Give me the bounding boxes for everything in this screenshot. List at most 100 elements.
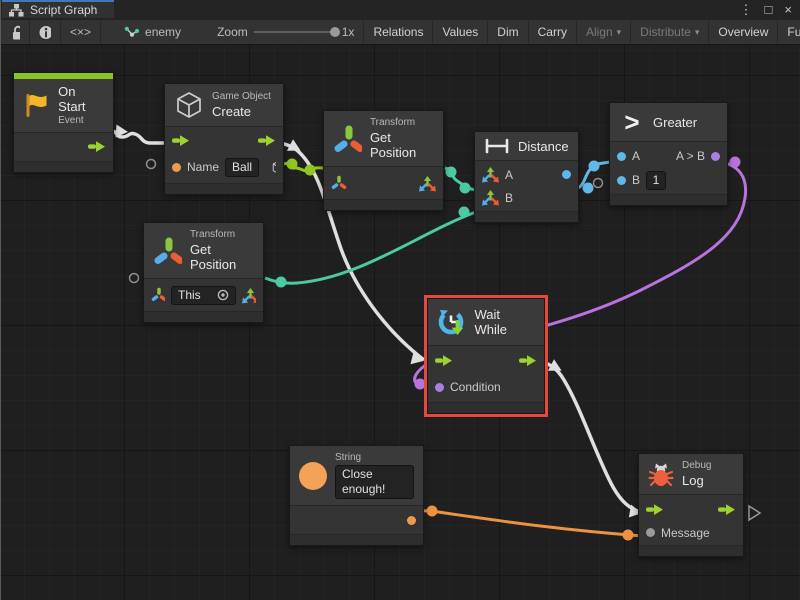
values-label: Values xyxy=(442,25,479,39)
name-input-port[interactable] xyxy=(172,162,181,172)
vector3-output-port[interactable] xyxy=(242,287,256,304)
output-label: A > B xyxy=(675,149,705,163)
code-preview-button[interactable]: <×> xyxy=(61,20,102,44)
graph-toolbar: <×> enemy Zoom 1x Relations Values Dim C… xyxy=(1,20,800,45)
zoom-control: Zoom 1x xyxy=(208,20,363,44)
zoom-label: Zoom xyxy=(217,25,248,39)
input-b-label: B xyxy=(505,190,514,205)
window-close-button[interactable]: × xyxy=(784,2,792,17)
exec-input-port[interactable] xyxy=(435,355,453,367)
exec-input-port[interactable] xyxy=(172,135,190,147)
vector3-input-port-a[interactable] xyxy=(482,166,499,183)
flag-icon xyxy=(26,94,47,117)
node-debug-log[interactable]: Debug Log Message xyxy=(638,453,744,557)
transform-input-port[interactable] xyxy=(151,287,165,303)
transform-target-field[interactable]: This xyxy=(170,285,236,305)
bug-icon xyxy=(648,461,674,487)
object-picker-icon[interactable] xyxy=(217,289,229,301)
message-label: Message xyxy=(661,525,710,540)
chevron-down-icon: ▾ xyxy=(616,26,622,37)
exec-output-port[interactable] xyxy=(519,355,537,367)
dim-label: Dim xyxy=(497,25,519,39)
carry-label: Carry xyxy=(537,25,567,39)
overview-label: Overview xyxy=(718,25,769,39)
inspect-button[interactable] xyxy=(30,20,61,44)
game-object-icon xyxy=(177,92,201,118)
greater-input-b-port[interactable] xyxy=(617,175,626,185)
chevron-down-icon: ▾ xyxy=(694,26,700,37)
overview-button[interactable]: Overview xyxy=(709,20,779,44)
name-port-label: Name xyxy=(187,160,220,174)
distribute-button[interactable]: Distribute ▾ xyxy=(631,20,710,44)
node-title: Greater xyxy=(653,114,698,130)
condition-label: Condition xyxy=(450,380,501,394)
event-accent-bar xyxy=(14,73,113,79)
input-b-label: B xyxy=(632,173,641,187)
tab-title: Script Graph xyxy=(30,3,98,17)
align-label: Align xyxy=(585,25,613,39)
node-title: Get Position xyxy=(189,242,237,272)
window-maximize-button[interactable]: □ xyxy=(764,2,773,17)
macro-reference[interactable]: enemy xyxy=(115,20,190,44)
values-button[interactable]: Values xyxy=(433,20,489,44)
info-icon xyxy=(39,25,51,39)
node-get-position-top[interactable]: Transform Get Position xyxy=(323,110,444,211)
node-on-start[interactable]: On Start Event xyxy=(13,72,114,173)
greater-output-port[interactable] xyxy=(711,151,720,161)
string-value-field[interactable]: Close enough! xyxy=(335,465,414,499)
game-object-output-port[interactable] xyxy=(271,159,276,176)
node-get-position-left[interactable]: Transform Get Position This xyxy=(143,222,264,323)
zoom-slider[interactable] xyxy=(253,27,340,37)
exec-input-port[interactable] xyxy=(646,503,664,516)
exec-output-port[interactable] xyxy=(718,503,736,516)
dim-button[interactable]: Dim xyxy=(488,20,529,44)
node-distance[interactable]: Distance A B xyxy=(474,131,579,223)
input-a-label: A xyxy=(632,149,641,163)
graph-hierarchy-icon xyxy=(9,3,24,17)
greater-input-a-port[interactable] xyxy=(617,151,626,161)
string-icon xyxy=(299,461,327,490)
node-title: Distance xyxy=(518,138,569,154)
transform-icon xyxy=(333,124,362,153)
macro-name: enemy xyxy=(145,25,182,39)
node-create[interactable]: Game Object Create Name Ball xyxy=(164,83,284,195)
input-a-label: A xyxy=(505,167,514,182)
exec-output-port[interactable] xyxy=(258,135,276,147)
carry-button[interactable]: Carry xyxy=(529,20,577,44)
distance-output-port[interactable] xyxy=(562,170,571,179)
lock-button[interactable] xyxy=(1,20,30,44)
b-value-field[interactable]: 1 xyxy=(646,170,667,190)
node-type-label: Transform xyxy=(369,117,416,128)
exec-output-port[interactable] xyxy=(88,141,106,153)
node-type-label: Debug xyxy=(682,460,712,471)
node-title: Create xyxy=(212,104,252,119)
node-wait-while[interactable]: Wait While Condition xyxy=(427,298,545,414)
zoom-value: 1x xyxy=(341,25,355,39)
condition-input-port[interactable] xyxy=(435,382,444,392)
full-screen-button[interactable]: Full Screen xyxy=(778,20,800,44)
lock-icon xyxy=(12,25,20,40)
node-greater[interactable]: > Greater A A > B B 1 xyxy=(609,102,728,206)
string-output-port[interactable] xyxy=(407,515,416,525)
target-value: This xyxy=(177,287,201,302)
vector3-input-port-b[interactable] xyxy=(482,189,499,206)
node-string-literal[interactable]: String Close enough! xyxy=(289,445,424,546)
distribute-label: Distribute xyxy=(640,25,691,39)
message-input-port[interactable] xyxy=(646,528,655,537)
relations-button[interactable]: Relations xyxy=(363,20,434,44)
relations-label: Relations xyxy=(373,25,424,39)
node-title: On Start xyxy=(58,84,86,114)
align-button[interactable]: Align ▾ xyxy=(577,20,632,44)
distance-icon xyxy=(485,138,509,154)
node-title: Log xyxy=(682,473,704,488)
zoom-slider-knob[interactable] xyxy=(329,27,340,37)
vector3-output-port[interactable] xyxy=(419,175,436,192)
node-title: Get Position xyxy=(369,130,417,160)
name-value-field[interactable]: Ball xyxy=(225,157,260,177)
node-type-label: Transform xyxy=(189,229,236,240)
tab-script-graph[interactable]: Script Graph xyxy=(2,0,114,18)
window-menu-button[interactable]: ⋮ xyxy=(739,2,753,17)
greater-icon: > xyxy=(624,107,640,137)
transform-icon xyxy=(153,236,182,265)
transform-input-port[interactable] xyxy=(331,175,348,191)
